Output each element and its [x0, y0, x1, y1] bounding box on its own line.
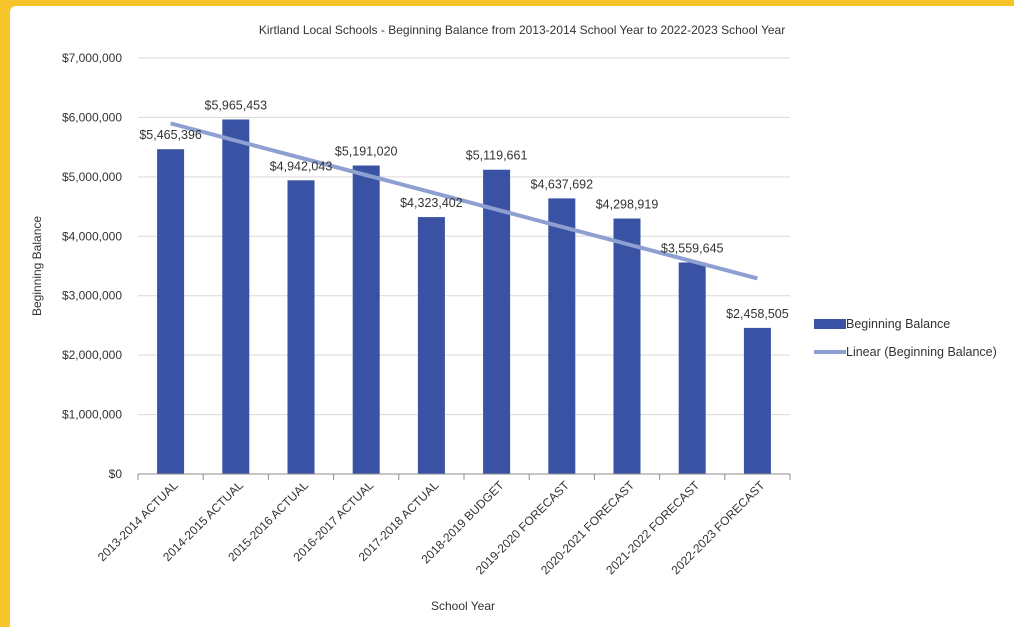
- trendline: [170, 121, 758, 281]
- data-label: $4,323,402: [400, 196, 463, 210]
- bar: [743, 327, 771, 474]
- data-label: $4,942,043: [270, 159, 333, 173]
- y-tick-label: $1,000,000: [62, 408, 122, 422]
- bar: [352, 165, 380, 474]
- data-label: $3,559,645: [661, 241, 724, 255]
- legend-swatch-beginning-balance: [814, 319, 846, 329]
- data-label: $4,298,919: [596, 198, 659, 212]
- bar: [548, 198, 576, 474]
- bar: [613, 218, 641, 474]
- y-tick-label: $4,000,000: [62, 229, 122, 243]
- data-label: $5,965,453: [205, 98, 268, 112]
- y-tick-label: $6,000,000: [62, 110, 122, 124]
- bar: [678, 262, 706, 474]
- y-axis-ticks: $0 $1,000,000 $2,000,000 $3,000,000 $4,000,0…: [62, 51, 122, 481]
- legend-label-beginning-balance: Beginning Balance: [846, 317, 950, 331]
- y-axis-title: Beginning Balance: [30, 216, 44, 316]
- y-tick-label: $7,000,000: [62, 51, 122, 65]
- bar: [287, 180, 315, 474]
- data-label: $5,191,020: [335, 145, 398, 159]
- bar: [417, 217, 445, 474]
- bar: [157, 149, 185, 474]
- data-label: $4,637,692: [531, 177, 594, 191]
- chart-title: Kirtland Local Schools - Beginning Balan…: [259, 23, 785, 37]
- y-tick-label: $3,000,000: [62, 289, 122, 303]
- bars: [157, 119, 771, 475]
- y-tick-label: $0: [109, 467, 123, 481]
- trendline-line: [170, 121, 758, 281]
- chart-card: Kirtland Local Schools - Beginning Balan…: [10, 6, 1014, 627]
- data-label: $2,458,505: [726, 307, 789, 321]
- y-tick-label: $2,000,000: [62, 348, 122, 362]
- legend-label-trendline: Linear (Beginning Balance): [846, 345, 997, 359]
- y-tick-label: $5,000,000: [62, 170, 122, 184]
- beginning-balance-chart: Kirtland Local Schools - Beginning Balan…: [30, 23, 997, 613]
- bar: [222, 119, 250, 474]
- data-labels: $5,465,396 $5,965,453 $4,942,043$5,191,020…: [139, 98, 788, 320]
- data-label: $5,119,661: [466, 149, 528, 163]
- x-axis-title: School Year: [431, 599, 495, 613]
- legend: Beginning Balance Linear (Beginning Bala…: [814, 317, 997, 359]
- data-label: $5,465,396: [139, 128, 202, 142]
- bar: [483, 169, 511, 475]
